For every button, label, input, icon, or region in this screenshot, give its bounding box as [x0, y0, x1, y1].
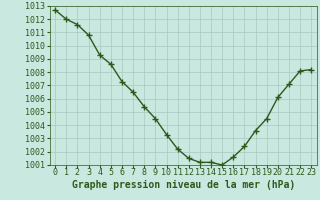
- X-axis label: Graphe pression niveau de la mer (hPa): Graphe pression niveau de la mer (hPa): [72, 180, 295, 190]
